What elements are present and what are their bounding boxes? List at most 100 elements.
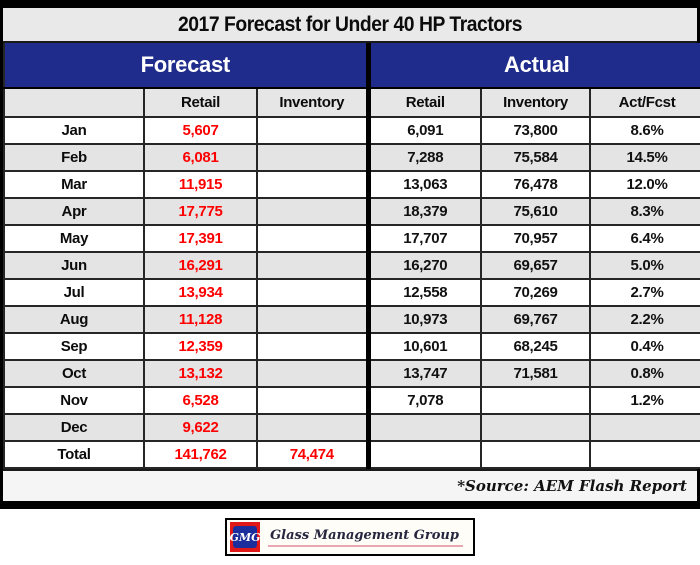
cell-forecast-retail: 17,775 [143, 197, 258, 226]
cell-month: Sep [3, 332, 145, 361]
section-header-actual: Actual [365, 43, 700, 89]
cell-act-fcst: 0.4% [588, 332, 700, 361]
cell-actual-retail: 13,747 [365, 359, 482, 388]
cell-actual-retail: 10,973 [365, 305, 482, 334]
cell-forecast-retail: 12,359 [143, 332, 258, 361]
table-body: Jan 5,607 6,091 73,800 8.6% Feb 6,081 7,… [3, 116, 700, 469]
cell-act-fcst: 5.0% [588, 251, 700, 280]
cell-forecast-retail: 11,128 [143, 305, 258, 334]
table-bottom-border [3, 501, 697, 509]
cell-actual-inventory: 76,478 [480, 170, 591, 199]
cell-actual-retail: 16,270 [365, 251, 482, 280]
column-header-row: Retail Inventory Retail Inventory Act/Fc… [3, 87, 700, 118]
section-header-row: Forecast Actual [3, 43, 700, 89]
cell-act-fcst: 0.8% [588, 359, 700, 388]
table-row: Jul 13,934 12,558 70,269 2.7% [3, 278, 700, 307]
cell-actual-retail [365, 413, 482, 442]
cell-actual-inventory: 69,657 [480, 251, 591, 280]
cell-act-fcst: 8.3% [588, 197, 700, 226]
cell-act-fcst: 8.6% [588, 116, 700, 145]
forecast-table: 2017 Forecast for Under 40 HP Tractors F… [0, 0, 700, 509]
cell-act-fcst: 1.2% [588, 386, 700, 415]
footer-logo-area: GMG Glass Management Group [0, 518, 700, 556]
cell-forecast-inventory [256, 116, 369, 145]
cell-actual-inventory [480, 386, 591, 415]
cell-actual-retail [365, 440, 482, 469]
cell-forecast-retail: 16,291 [143, 251, 258, 280]
title-bar: 2017 Forecast for Under 40 HP Tractors [3, 8, 697, 43]
cell-forecast-inventory [256, 305, 369, 334]
cell-act-fcst [588, 440, 700, 469]
cell-actual-retail: 18,379 [365, 197, 482, 226]
cell-forecast-retail: 9,622 [143, 413, 258, 442]
cell-actual-inventory: 70,957 [480, 224, 591, 253]
cell-forecast-inventory [256, 170, 369, 199]
cell-act-fcst: 2.7% [588, 278, 700, 307]
cell-actual-retail: 12,558 [365, 278, 482, 307]
company-name: Glass Management Group [268, 528, 463, 547]
cell-month: Total [3, 440, 145, 469]
cell-month: Jan [3, 116, 145, 145]
cell-actual-inventory: 75,610 [480, 197, 591, 226]
cell-actual-inventory: 70,269 [480, 278, 591, 307]
cell-actual-retail: 13,063 [365, 170, 482, 199]
cell-act-fcst: 14.5% [588, 143, 700, 172]
page-title: 2017 Forecast for Under 40 HP Tractors [177, 12, 523, 36]
table-row: Sep 12,359 10,601 68,245 0.4% [3, 332, 700, 361]
cell-forecast-inventory [256, 332, 369, 361]
table-row: Dec 9,622 [3, 413, 700, 442]
column-header-actual-inventory: Inventory [480, 87, 591, 118]
column-header-forecast-inventory: Inventory [256, 87, 369, 118]
cell-forecast-retail: 13,934 [143, 278, 258, 307]
company-logo: GMG Glass Management Group [225, 518, 475, 556]
cell-forecast-inventory [256, 197, 369, 226]
cell-actual-retail: 10,601 [365, 332, 482, 361]
cell-actual-inventory: 73,800 [480, 116, 591, 145]
cell-month: Dec [3, 413, 145, 442]
table-row: Feb 6,081 7,288 75,584 14.5% [3, 143, 700, 172]
cell-month: Aug [3, 305, 145, 334]
cell-forecast-inventory [256, 413, 369, 442]
cell-actual-inventory: 68,245 [480, 332, 591, 361]
cell-forecast-inventory [256, 143, 369, 172]
cell-forecast-retail: 6,528 [143, 386, 258, 415]
cell-month: Jul [3, 278, 145, 307]
cell-actual-retail: 17,707 [365, 224, 482, 253]
table-row: Aug 11,128 10,973 69,767 2.2% [3, 305, 700, 334]
table-row: Total 141,762 74,474 [3, 440, 700, 469]
cell-month: Oct [3, 359, 145, 388]
cell-forecast-retail: 11,915 [143, 170, 258, 199]
cell-actual-inventory: 75,584 [480, 143, 591, 172]
cell-actual-inventory [480, 413, 591, 442]
source-note: *Source: AEM Flash Report [457, 477, 687, 495]
cell-month: Jun [3, 251, 145, 280]
table-top-border [3, 0, 697, 8]
cell-month: Nov [3, 386, 145, 415]
table-row: Oct 13,132 13,747 71,581 0.8% [3, 359, 700, 388]
table-row: May 17,391 17,707 70,957 6.4% [3, 224, 700, 253]
cell-act-fcst: 12.0% [588, 170, 700, 199]
cell-actual-retail: 6,091 [365, 116, 482, 145]
table-row: Jan 5,607 6,091 73,800 8.6% [3, 116, 700, 145]
cell-forecast-inventory [256, 386, 369, 415]
table-row: Jun 16,291 16,270 69,657 5.0% [3, 251, 700, 280]
gmg-logo-icon: GMG [230, 522, 261, 552]
cell-actual-inventory: 71,581 [480, 359, 591, 388]
cell-forecast-retail: 13,132 [143, 359, 258, 388]
cell-forecast-retail: 5,607 [143, 116, 258, 145]
source-note-bar: *Source: AEM Flash Report [3, 469, 697, 501]
column-header-act-fcst: Act/Fcst [588, 87, 700, 118]
cell-act-fcst [588, 413, 700, 442]
cell-actual-inventory [480, 440, 591, 469]
cell-forecast-inventory [256, 359, 369, 388]
cell-month: May [3, 224, 145, 253]
cell-act-fcst: 6.4% [588, 224, 700, 253]
cell-actual-retail: 7,078 [365, 386, 482, 415]
cell-actual-inventory: 69,767 [480, 305, 591, 334]
cell-month: Feb [3, 143, 145, 172]
cell-month: Apr [3, 197, 145, 226]
gmg-logo-acronym: GMG [230, 526, 261, 548]
cell-act-fcst: 2.2% [588, 305, 700, 334]
cell-forecast-inventory [256, 224, 369, 253]
cell-actual-retail: 7,288 [365, 143, 482, 172]
